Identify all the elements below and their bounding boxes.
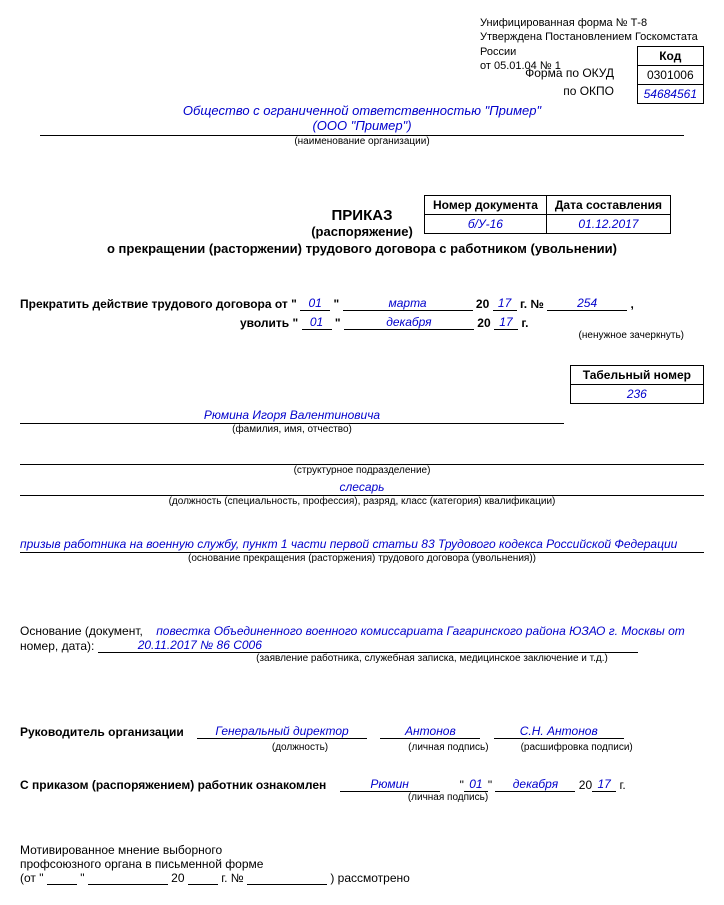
ack-suffix: г. [620,778,626,792]
dept-caption: (структурное подразделение) [20,465,704,476]
contract-prefix: Прекратить действие трудового договора о… [20,297,297,311]
okpo-label: по ОКПО [563,84,614,98]
basis-text2: 20.11.2017 № 86 С006 [98,638,638,653]
contract-note: (ненужное зачеркнуть) [20,330,684,341]
ack-year: 17 [592,777,616,792]
okpo-value: 54684561 [637,85,703,104]
contract-month1: марта [343,296,473,311]
doc-date-value: 01.12.2017 [546,215,670,234]
contract-num-label: г. № [520,297,544,311]
ack-day: 01 [464,777,488,792]
employee-position: слесарь [20,480,704,496]
contract-day2: 01 [302,315,332,330]
union-mid: " [80,871,84,885]
doc-num-value: б/У-16 [425,215,547,234]
union-num [247,884,327,885]
union-suffix: ) рассмотрено [330,871,409,885]
doc-number-table: Номер документа Дата составления б/У-16 … [424,195,671,234]
reason-caption: (основание прекращения (расторжения) тру… [20,553,704,564]
contract-year-suffix: г. [521,316,528,330]
contract-month2: декабря [344,315,474,330]
tab-header: Табельный номер [570,366,703,385]
reason-text: призыв работника на военную службу, пунк… [20,537,704,553]
okud-value: 0301006 [637,66,703,85]
basis-caption: (заявление работника, служебная записка,… [160,653,704,664]
doc-num-header: Номер документа [425,196,547,215]
contract-day1: 01 [300,296,330,311]
org-caption: (наименование организации) [20,136,704,147]
union-year-prefix: 20 [171,871,184,885]
basis-label2: номер, дата): [20,639,94,653]
kod-header: Код [637,47,703,66]
contract-year2: 17 [494,315,518,330]
dept-line [20,451,704,465]
basis-label1: Основание (документ, [20,624,143,638]
tab-value: 236 [570,385,703,404]
union-line1: Мотивированное мнение выборного [20,843,704,857]
sign-caption: (личная подпись) [398,742,498,753]
pos-caption: (должность) [215,742,385,753]
title-long: о прекращении (расторжении) трудового до… [20,241,704,256]
tab-number-table: Табельный номер 236 [570,365,704,404]
code-table: Код 0301006 54684561 [637,46,704,104]
dismiss-prefix: уволить " [240,316,298,330]
ack-month: декабря [495,777,575,792]
fio-caption: (фамилия, имя, отчество) [20,424,564,435]
union-year [188,884,218,885]
basis-text1: повестка Объединенного военного комиссар… [156,624,685,638]
position-caption: (должность (специальность, профессия), р… [20,496,704,507]
name-caption: (расшифровка подписи) [512,742,642,753]
doc-date-header: Дата составления [546,196,670,215]
contract-section: Прекратить действие трудового договора о… [20,296,704,341]
okud-label: Форма по ОКУД [525,66,614,80]
contract-num: 254 [547,296,627,311]
union-num-label: г. № [221,871,243,885]
union-day [47,884,77,885]
union-prefix: (от " [20,871,44,885]
ack-label: С приказом (распоряжением) работник озна… [20,778,326,792]
form-line: Унифицированная форма № Т-8 [480,16,704,30]
union-month [88,884,168,885]
head-name: С.Н. Антонов [494,724,624,739]
head-label: Руководитель организации [20,725,184,739]
ack-sign-caption: (личная подпись) [398,792,498,803]
contract-year1: 17 [493,296,517,311]
union-line2: профсоюзного органа в письменной форме [20,857,704,871]
org-line2: (ООО "Пример") [312,118,411,133]
ack-sign: Рюмин [340,777,440,792]
employee-fio: Рюмина Игоря Валентиновича [20,408,564,424]
head-sign: Антонов [380,724,480,739]
org-name: Общество с ограниченной ответственностью… [20,103,704,133]
head-position: Генеральный директор [197,724,367,739]
org-line1: Общество с ограниченной ответственностью… [183,103,541,118]
